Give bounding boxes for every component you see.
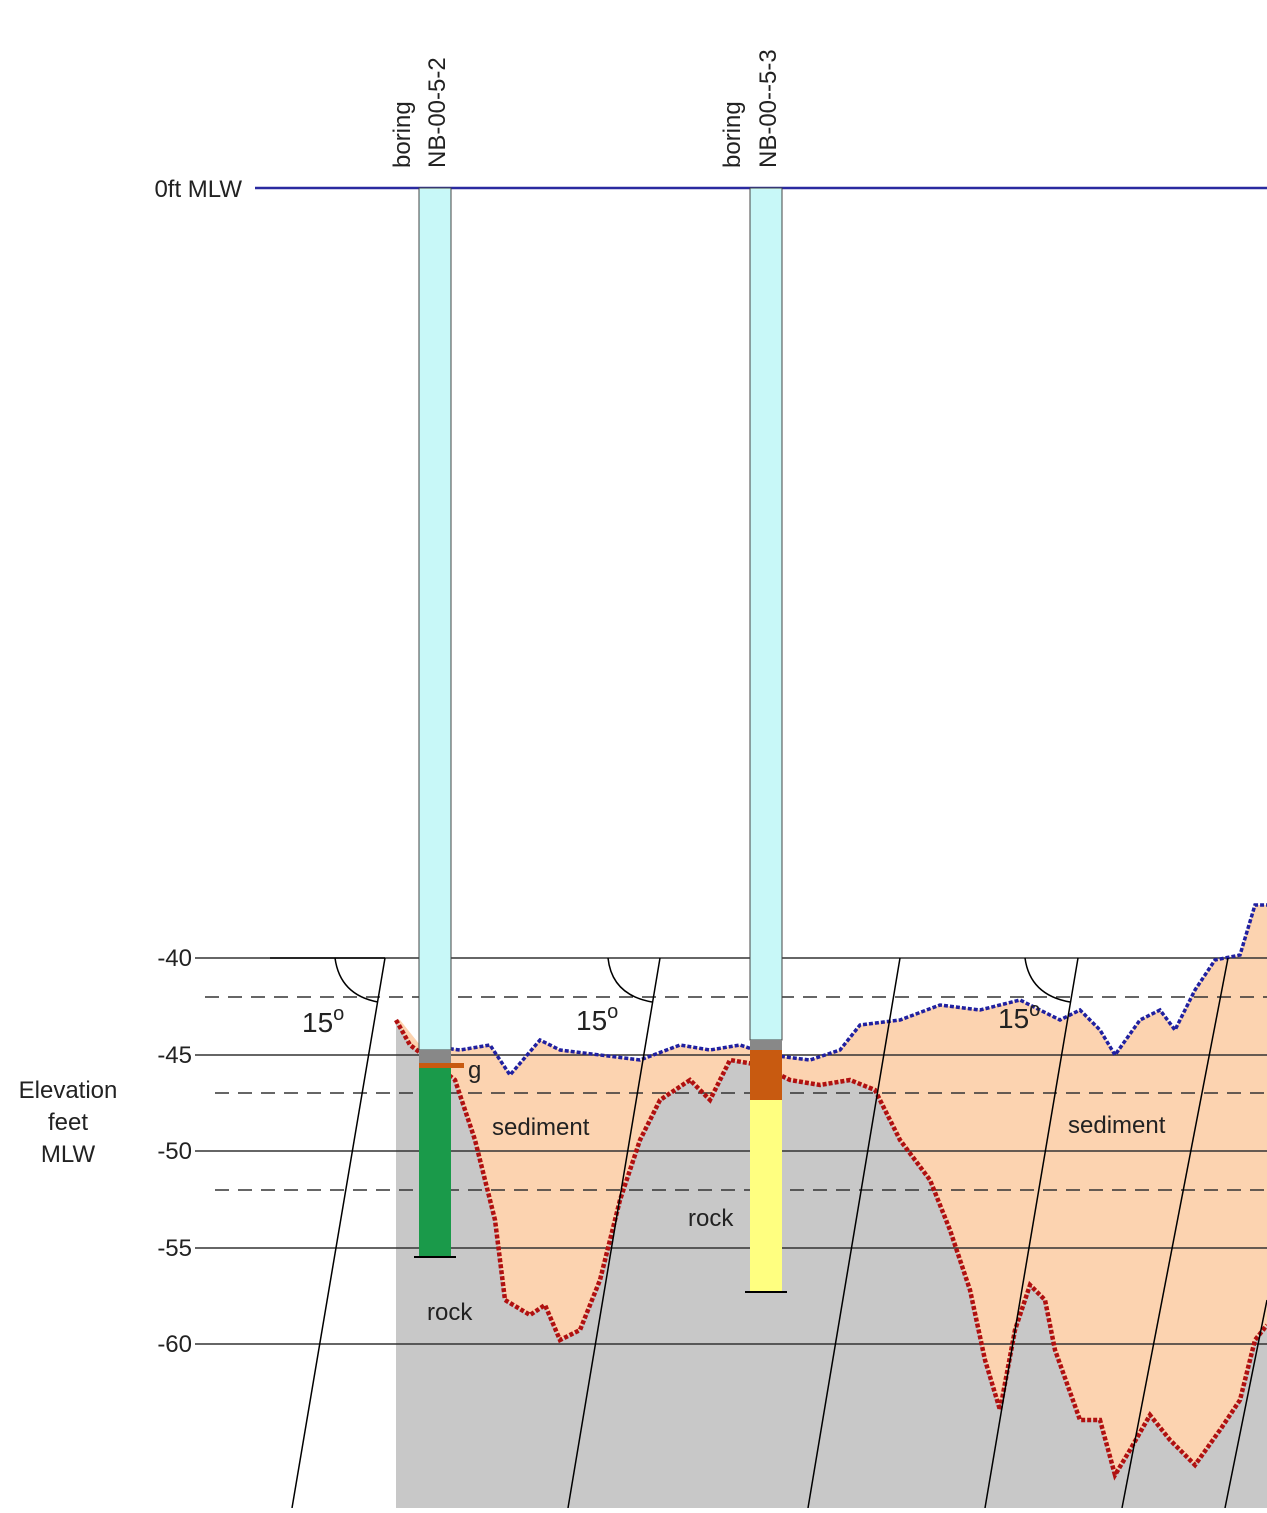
gravel-label: g [468,1057,481,1084]
angle-value: 15 [302,1007,333,1038]
dip-line [1121,957,1229,1509]
angle-label: 15o [576,1001,618,1036]
core-sediment [750,1050,782,1100]
angle-arc [607,957,653,1003]
axis-title: feet [48,1109,88,1136]
seabed-line [419,903,1267,1078]
angle-unit: o [1029,999,1040,1021]
sediment-area [396,905,1267,1475]
tick-label: -45 [157,1042,192,1069]
water-column [418,187,452,1051]
angle-label: 15o [998,999,1040,1034]
axis-title: MLW [41,1141,96,1168]
dip-line [1224,1299,1267,1509]
boring-label: boring [389,101,416,168]
boring-id: NB-00--5-3 [755,49,782,168]
sediment-label: sediment [492,1114,590,1141]
dip-line [984,957,1079,1509]
tick-label: -60 [157,1331,192,1358]
angle-unit: o [333,1003,344,1025]
datum-label: 0ft MLW [154,176,242,203]
core-rock [419,1068,451,1257]
dip-line [291,957,386,1509]
core-rock [750,1100,782,1292]
dip-line [567,957,661,1509]
rock-label: rock [688,1205,734,1232]
tick-label: -40 [157,945,192,972]
tick-label: -55 [157,1235,192,1262]
bedrock-line [394,1018,1267,1481]
angle-arc [1024,957,1071,1003]
boring-cap [750,1040,782,1050]
tick-label: -50 [157,1138,192,1165]
axis-title: Elevation [19,1077,118,1104]
angle-unit: o [607,1001,618,1023]
dip-line [807,957,901,1509]
gravel-layer [419,1063,464,1068]
angle-label: 15o [302,1003,344,1038]
boring-label: boring [719,101,746,168]
angle-arc [334,957,379,1003]
rock-label: rock [427,1299,473,1326]
sediment-label: sediment [1068,1112,1166,1139]
angle-value: 15 [576,1005,607,1036]
water-column [749,187,783,1041]
boring-cap [419,1050,451,1063]
boring-id: NB-00-5-2 [424,57,451,168]
angle-value: 15 [998,1003,1029,1034]
